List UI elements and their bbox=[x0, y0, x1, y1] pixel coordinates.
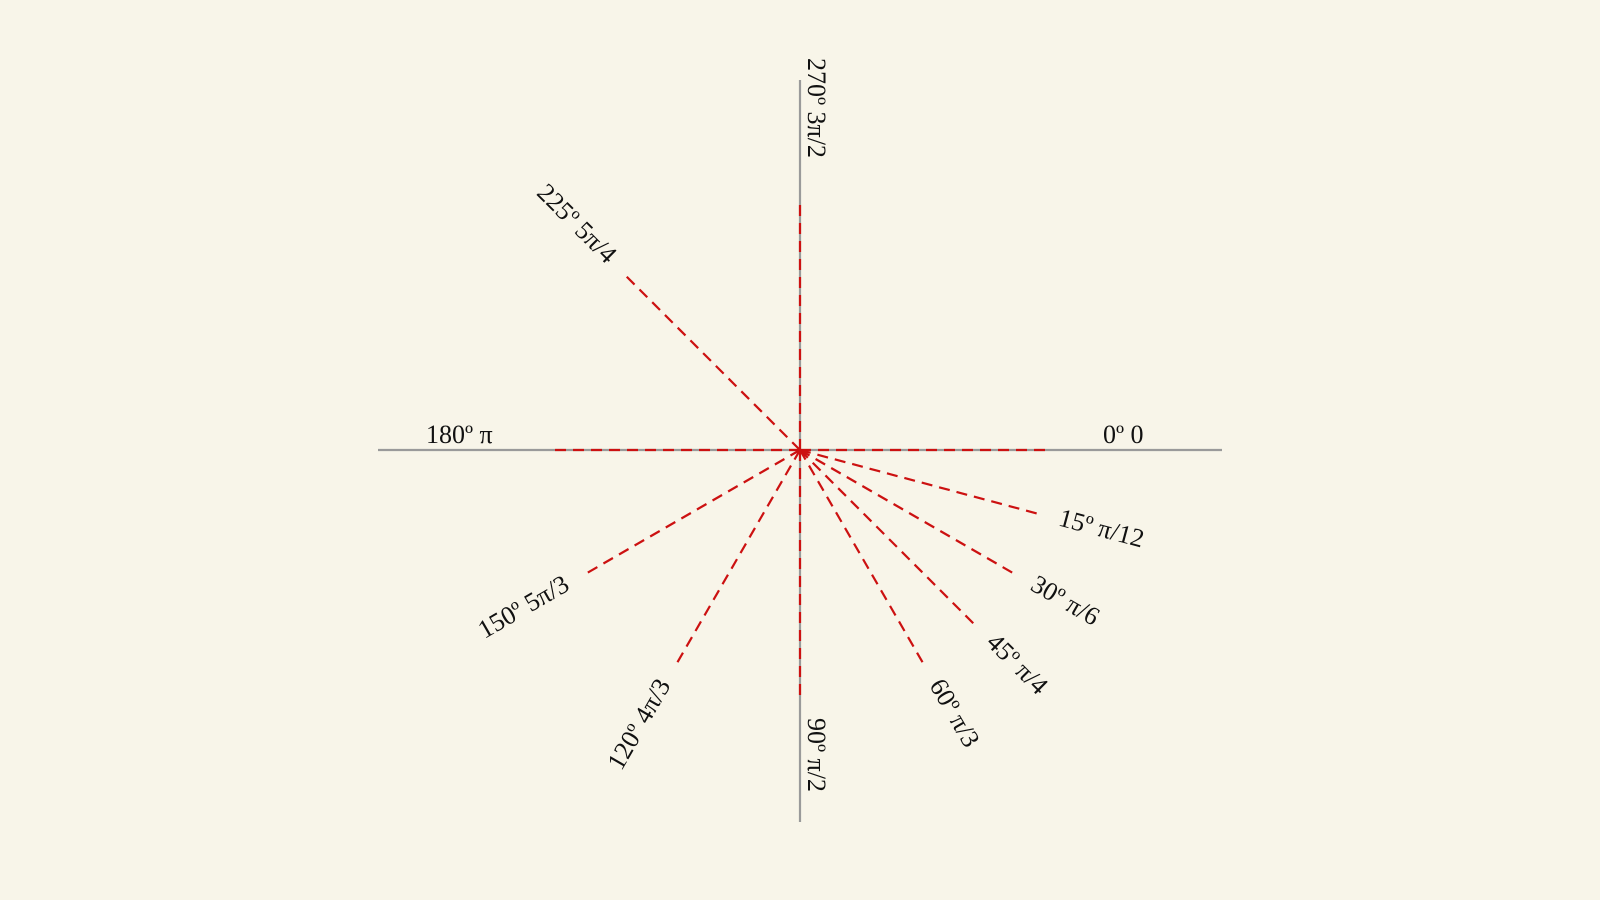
ray-60deg bbox=[799, 449, 927, 669]
ray-150deg bbox=[581, 449, 801, 577]
angle-label-60deg: 60º π/3 bbox=[924, 674, 986, 753]
angle-label-150deg: 150º 5π/3 bbox=[473, 569, 574, 644]
ray-30deg bbox=[799, 449, 1019, 577]
angle-label-270deg: 270º 3π/2 bbox=[802, 58, 831, 158]
ray-225deg bbox=[621, 271, 801, 451]
angle-label-45deg: 45º π/4 bbox=[981, 627, 1054, 700]
angle-label-0deg: 0º 0 bbox=[1103, 420, 1144, 449]
angle-label-30deg: 30º π/6 bbox=[1026, 569, 1105, 631]
angle-rays bbox=[548, 198, 1052, 702]
angle-label-225deg: 225º 5π/4 bbox=[531, 178, 622, 269]
ray-45deg bbox=[799, 449, 979, 629]
angle-label-180deg: 180º π bbox=[426, 420, 493, 449]
angle-label-15deg: 15º π/12 bbox=[1056, 503, 1147, 554]
ray-120deg bbox=[673, 449, 801, 669]
angle-label-90deg: 90º π/2 bbox=[802, 718, 831, 792]
angle-label-120deg: 120º 4π/3 bbox=[601, 674, 676, 775]
ray-15deg bbox=[799, 448, 1044, 517]
